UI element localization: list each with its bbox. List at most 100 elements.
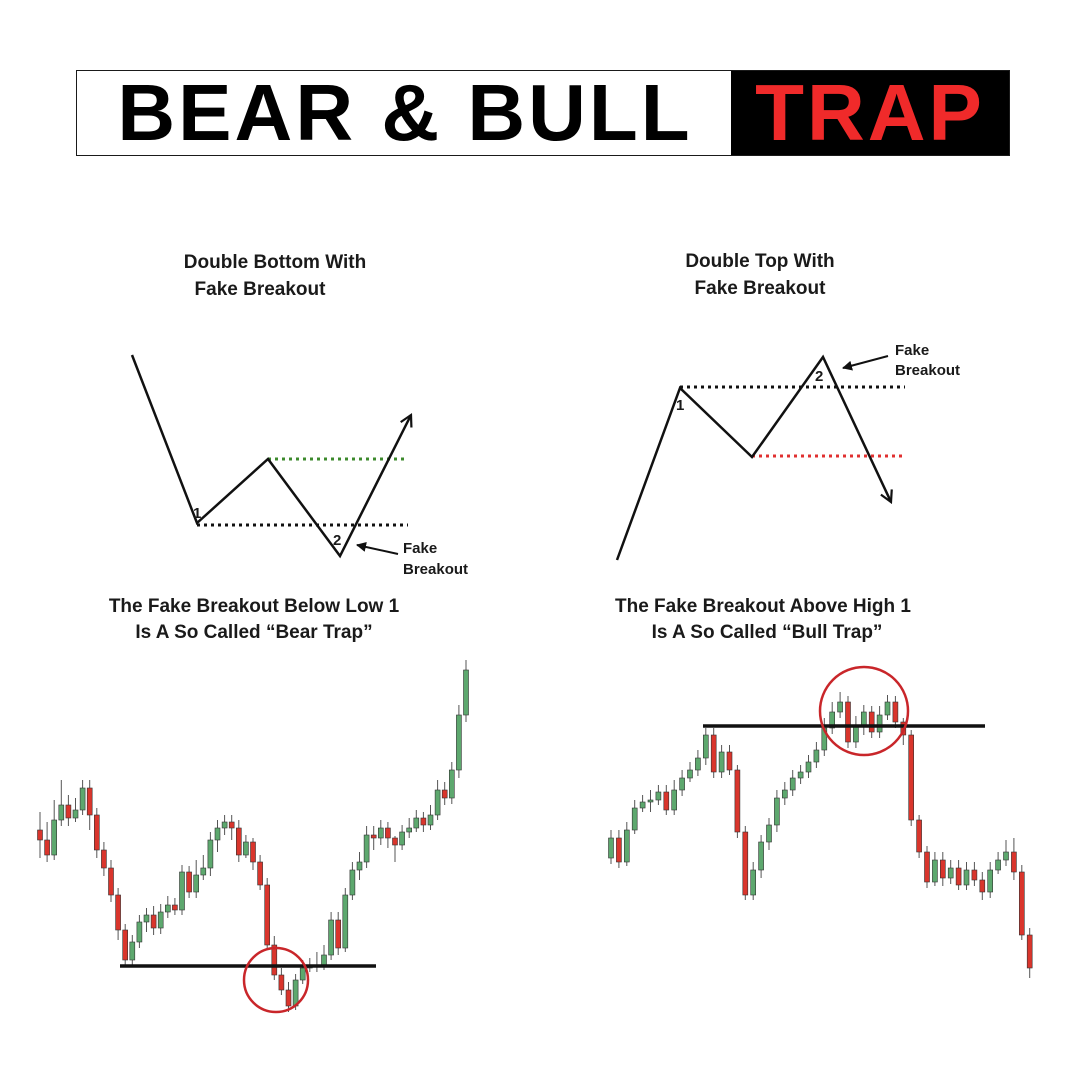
- left-annotation-line2: Breakout: [403, 561, 468, 578]
- candle: [207, 832, 214, 876]
- candle: [285, 982, 292, 1012]
- candle: [399, 825, 405, 850]
- left-caption-line2: Is A So Called “Bear Trap”: [135, 622, 372, 643]
- candle-body: [963, 869, 970, 886]
- candle-body: [876, 714, 883, 733]
- candle-body: [143, 914, 150, 923]
- candle-body: [916, 819, 922, 853]
- candle-body: [335, 919, 342, 949]
- candle: [115, 888, 121, 940]
- candle-body: [157, 911, 164, 929]
- left-panel: Double Bottom With Fake Breakout 1 2 Fak…: [37, 252, 469, 1014]
- candle: [456, 705, 462, 778]
- candle: [932, 852, 938, 886]
- candle: [463, 660, 469, 722]
- candle-body: [1018, 871, 1025, 936]
- candle: [797, 765, 804, 784]
- candle-body: [406, 827, 413, 833]
- candle-body: [441, 789, 448, 799]
- candle-body: [172, 904, 178, 911]
- candle-body: [884, 701, 891, 716]
- candle-body: [805, 761, 812, 773]
- candle-body: [385, 827, 391, 839]
- candle: [129, 935, 136, 966]
- candle-body: [758, 841, 764, 871]
- double-top-price-path: [615, 354, 891, 561]
- candle-body: [932, 859, 938, 883]
- candle-body: [186, 871, 192, 893]
- candle: [420, 812, 427, 832]
- candle: [742, 826, 749, 900]
- candle: [44, 822, 50, 862]
- candle-body: [193, 874, 199, 893]
- right-annotation-line2: Breakout: [895, 362, 960, 379]
- candle-body: [165, 904, 171, 913]
- left-title-line1: Double Bottom With: [184, 252, 366, 273]
- candle-body: [207, 839, 214, 869]
- candle-body: [1011, 851, 1017, 873]
- candle: [328, 912, 334, 960]
- candle: [1003, 840, 1009, 866]
- banner-text-trap: TRAP: [731, 68, 1009, 157]
- candle-body: [463, 669, 469, 716]
- right-point-2-label: 2: [815, 368, 823, 385]
- candle: [750, 862, 757, 900]
- candle-body: [860, 711, 867, 726]
- candle: [679, 770, 685, 796]
- candle: [813, 742, 820, 768]
- candle: [908, 730, 915, 826]
- candle-body: [647, 799, 654, 803]
- candle: [758, 835, 764, 878]
- candle: [718, 745, 725, 778]
- left-point-1-label: 1: [193, 505, 201, 522]
- candle: [392, 836, 398, 862]
- candle-body: [1003, 851, 1009, 861]
- candle-body: [742, 831, 749, 896]
- candle-body: [837, 701, 843, 713]
- double-bottom-price-path: [130, 354, 411, 559]
- candle-body: [979, 879, 986, 893]
- candle: [939, 852, 946, 886]
- left-caption-line1: The Fake Breakout Below Low 1: [109, 596, 400, 617]
- candle: [955, 860, 962, 890]
- candle-body: [377, 827, 384, 839]
- candle-body: [655, 791, 662, 801]
- candle-body: [342, 894, 349, 949]
- candle-body: [868, 711, 875, 733]
- candle: [1011, 838, 1017, 880]
- candle-body: [349, 869, 356, 896]
- candle-body: [413, 817, 420, 829]
- candle: [335, 912, 342, 955]
- candle: [663, 785, 670, 815]
- candle-body: [221, 821, 228, 829]
- candle: [228, 815, 235, 840]
- candle-body: [947, 867, 954, 879]
- candle-body: [789, 777, 796, 791]
- candle: [734, 765, 741, 838]
- candle: [924, 846, 930, 888]
- candle-body: [271, 944, 278, 976]
- candle: [671, 780, 678, 815]
- candle-body: [299, 967, 306, 981]
- candle: [884, 695, 891, 720]
- candle-body: [94, 814, 100, 851]
- candle: [406, 818, 413, 838]
- candle: [377, 820, 384, 845]
- candle: [971, 862, 978, 886]
- right-title-line1: Double Top With: [685, 251, 834, 272]
- left-annotation-line1: Fake: [403, 540, 437, 557]
- candle-body: [448, 769, 455, 799]
- candle: [108, 860, 114, 902]
- candle-body: [1026, 934, 1033, 969]
- candle: [122, 924, 128, 965]
- candle-body: [115, 894, 121, 931]
- candle: [278, 968, 285, 995]
- candle-body: [122, 929, 128, 961]
- candle: [829, 702, 836, 734]
- candle: [623, 822, 630, 866]
- candle-body: [710, 734, 717, 773]
- candle-body: [623, 829, 630, 863]
- candle: [101, 842, 107, 876]
- candle-body: [797, 771, 804, 779]
- candle-body: [370, 834, 377, 839]
